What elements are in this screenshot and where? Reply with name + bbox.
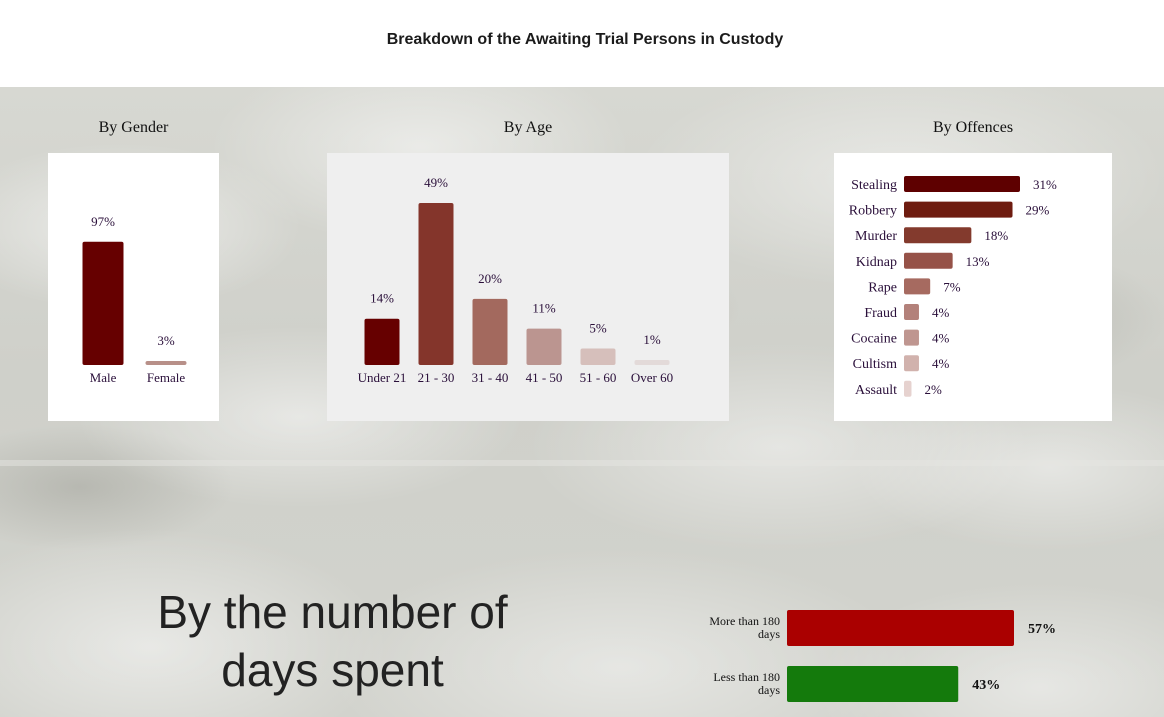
tick-label-fraud: Fraud: [864, 306, 897, 321]
tick-label-over-60: Over 60: [631, 370, 673, 385]
bar-21-30: [418, 203, 454, 365]
tick-label-rape: Rape: [868, 280, 897, 295]
tick-label-41-50: 41 - 50: [526, 370, 563, 385]
data-label-robbery: 29%: [1026, 203, 1050, 218]
age-chart-title: By Age: [503, 119, 553, 136]
tick-label-under-21: Under 21: [358, 370, 407, 385]
bar-murder: [904, 227, 972, 244]
tick-label-less-than-180-days: Less than 180 days: [713, 670, 780, 697]
bar-male: [82, 241, 124, 365]
bar-over-60: [634, 360, 670, 365]
offences-chart-title: By Offences: [932, 119, 1014, 136]
data-label-female: 3%: [157, 333, 175, 348]
data-label-cultism: 4%: [932, 356, 950, 371]
page-title: Breakdown of the Awaiting Trial Persons …: [386, 31, 784, 48]
data-label-more-than-180-days: 57%: [1028, 622, 1056, 637]
tick-label-51-60: 51 - 60: [580, 370, 617, 385]
offences-chart-panel: Stealing 31% Robbery 29% Murder 18% Kidnap 13% R…: [834, 153, 1112, 421]
data-label-under-21: 14%: [370, 291, 394, 306]
bar-kidnap: [904, 252, 953, 269]
page-header: Breakdown of the Awaiting Trial Persons …: [0, 0, 1164, 87]
tick-label-31-40: 31 - 40: [472, 370, 509, 385]
bar-less-than-180-days: [787, 666, 959, 702]
bar-41-50: [526, 328, 562, 365]
tick-label-more-than-180-days: More than 180 days: [709, 614, 780, 641]
bar-cultism: [904, 355, 919, 372]
bar-female: [145, 361, 187, 365]
bar-robbery: [904, 201, 1013, 218]
bar-31-40: [472, 298, 508, 365]
data-label-21-30: 49%: [424, 175, 448, 190]
offences-bar-chart: Stealing 31% Robbery 29% Murder 18% Kidnap 13% R…: [849, 176, 1057, 398]
data-label-51-60: 5%: [589, 320, 607, 335]
tick-label-cultism: Cultism: [853, 357, 897, 372]
data-label-murder: 18%: [984, 228, 1008, 243]
data-label-rape: 7%: [943, 279, 961, 294]
bar-under-21: [364, 318, 400, 365]
tick-label-kidnap: Kidnap: [856, 255, 897, 270]
data-label-male: 97%: [91, 214, 115, 229]
tick-label-stealing: Stealing: [851, 178, 897, 193]
gender-bar-chart: 97% Male 3% Female: [82, 214, 187, 385]
data-label-kidnap: 13%: [966, 254, 990, 269]
gender-chart-panel: 97% Male 3% Female: [48, 153, 219, 421]
bar-cocaine: [904, 329, 919, 346]
days-chart-title: By the number of days spent: [157, 586, 508, 696]
tick-label-robbery: Robbery: [849, 204, 897, 219]
tick-label-male: Male: [90, 370, 117, 385]
tick-label-21-30: 21 - 30: [418, 370, 455, 385]
age-bar-chart: 14% Under 21 49% 21 - 30 20% 31 - 40 11% 41 - 5…: [358, 175, 674, 385]
tick-label-murder: Murder: [855, 229, 897, 244]
data-label-41-50: 11%: [532, 301, 556, 316]
bar-assault: [904, 380, 912, 397]
section-divider: [0, 460, 1164, 466]
data-label-31-40: 20%: [478, 271, 502, 286]
days-bar-chart: More than 180 days 57% Less than 180 days 43%: [709, 610, 1056, 702]
gender-chart-title: By Gender: [98, 119, 169, 136]
tick-label-female: Female: [147, 370, 185, 385]
data-label-less-than-180-days: 43%: [972, 678, 1000, 693]
bar-more-than-180-days: [787, 610, 1014, 646]
bar-stealing: [904, 176, 1020, 192]
data-label-cocaine: 4%: [932, 331, 950, 346]
tick-label-assault: Assault: [855, 383, 897, 398]
tick-label-cocaine: Cocaine: [851, 332, 897, 347]
bar-rape: [904, 278, 931, 295]
age-chart-panel: 14% Under 21 49% 21 - 30 20% 31 - 40 11% 41 - 5…: [327, 153, 729, 421]
bar-51-60: [580, 348, 616, 365]
data-label-fraud: 4%: [932, 305, 950, 320]
data-label-over-60: 1%: [643, 332, 661, 347]
data-label-assault: 2%: [924, 382, 942, 397]
bar-fraud: [904, 304, 919, 320]
data-label-stealing: 31%: [1033, 177, 1057, 192]
